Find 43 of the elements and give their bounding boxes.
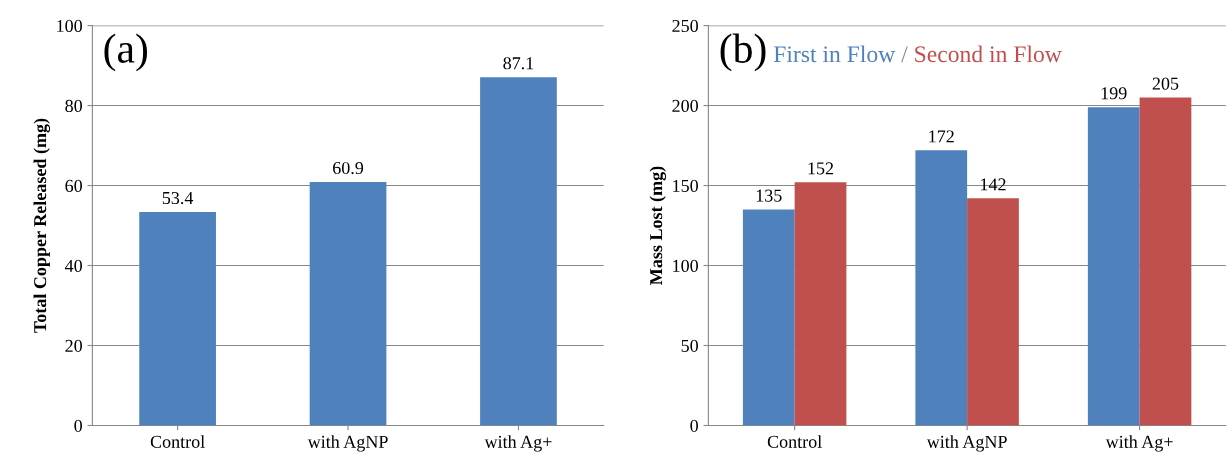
y-tick-label: 250 xyxy=(672,19,698,33)
x-tick-label: Control xyxy=(767,435,822,448)
x-tick-label: with Ag+ xyxy=(484,435,552,452)
bar xyxy=(1139,97,1192,426)
bar xyxy=(1087,107,1140,426)
chart-title: (a) xyxy=(104,33,148,72)
y-tick-label: 200 xyxy=(672,99,698,112)
data-label: 172 xyxy=(929,130,954,143)
x-tick-label: Control xyxy=(150,435,205,448)
data-label: 142 xyxy=(981,178,1006,191)
text: Second in Flow xyxy=(915,45,1062,63)
y-tick-label: 20 xyxy=(65,339,82,352)
annotation: / xyxy=(901,46,908,63)
bar xyxy=(309,181,387,426)
bar xyxy=(967,198,1019,426)
bar xyxy=(742,209,795,426)
y-tick-label: 60 xyxy=(65,179,82,192)
y-tick-label: 0 xyxy=(74,419,82,432)
y-tick-label: 50 xyxy=(681,339,698,352)
data-label: 205 xyxy=(1152,77,1179,90)
data-label: 87.1 xyxy=(503,57,534,70)
data-label: 152 xyxy=(808,162,834,175)
y-tick-label: 150 xyxy=(673,179,698,192)
data-label: 135 xyxy=(756,189,782,202)
chart-title: (b) xyxy=(720,33,766,72)
data-label: 199 xyxy=(1101,87,1127,100)
x-tick-label: with AgNP xyxy=(926,435,1007,452)
y-tick-label: 100 xyxy=(57,19,82,33)
y-tick-label: 100 xyxy=(673,259,698,272)
bar xyxy=(139,211,216,426)
x-tick-label: with AgNP xyxy=(307,435,388,452)
x-tick-label: with Ag+ xyxy=(1105,435,1173,452)
data-label: 60.9 xyxy=(333,161,364,175)
bar xyxy=(915,150,968,426)
y-axis-title: Total Copper Released (mg) xyxy=(33,118,51,333)
y-axis-title: Mass Lost (mg) xyxy=(649,166,667,285)
y-tick-label: 0 xyxy=(690,419,698,432)
y-tick-label: 80 xyxy=(65,99,82,112)
bar xyxy=(794,182,847,426)
data-label: 53.4 xyxy=(162,191,194,205)
bar xyxy=(480,77,557,426)
y-tick-label: 40 xyxy=(64,259,82,272)
text: First in Flow xyxy=(773,45,896,63)
